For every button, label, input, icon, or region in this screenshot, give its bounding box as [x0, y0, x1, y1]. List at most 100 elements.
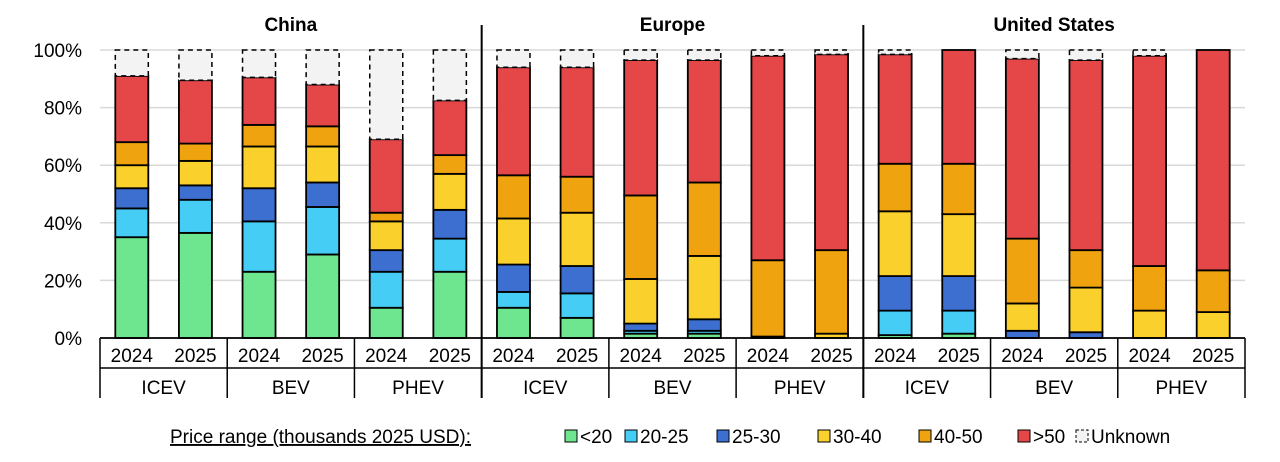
bar-segment-gt50 [623, 59, 659, 197]
bar-segment-lt20 [368, 306, 404, 339]
bar-segment-20_25 [305, 206, 341, 256]
bar-segment-30_40 [941, 213, 977, 277]
region-title: China [264, 15, 317, 36]
bar-segment-unknown [178, 49, 213, 81]
bar-segment-40_50 [305, 125, 341, 148]
bar-segment-25_30 [496, 263, 531, 293]
bar-segment-30_40 [1195, 311, 1231, 339]
bar-segment-unknown [241, 49, 277, 79]
bar-segment-30_40 [305, 145, 341, 184]
bar-segment-40_50 [750, 259, 786, 338]
y-tick-label: 40% [44, 214, 82, 235]
bar-segment-gt50 [305, 83, 341, 128]
bar-segment-unknown [369, 49, 404, 141]
powertrain-label: ICEV [523, 378, 568, 399]
bar-segment-unknown [496, 49, 531, 69]
legend-swatch-30_40 [817, 429, 831, 443]
bar-segment-20_25 [114, 207, 150, 239]
legend-label-gt50: >50 [1033, 427, 1065, 448]
bar-segment-unknown [114, 49, 150, 77]
bar-segment-40_50 [686, 181, 722, 257]
legend-swatch-25_30 [716, 429, 730, 443]
bar-segment-30_40 [1132, 309, 1167, 339]
bar-segment-25_30 [1004, 329, 1040, 339]
bar-segment-gt50 [1195, 49, 1231, 272]
bar-segment-25_30 [178, 184, 213, 201]
powertrain-label: PHEV [392, 378, 444, 399]
bar-segment-gt50 [814, 53, 849, 252]
legend-swatch-unknown [1075, 429, 1089, 443]
bar-segment-20_25 [368, 270, 404, 309]
powertrain-label: PHEV [1156, 378, 1208, 399]
bar-segment-gt50 [241, 76, 277, 126]
bar-segment-20_25 [178, 198, 213, 234]
bar-segment-gt50 [686, 59, 722, 184]
y-tick-label: 60% [44, 156, 82, 177]
bar-segment-25_30 [305, 181, 341, 208]
legend-label-40_50: 40-50 [934, 427, 983, 448]
bar-segment-gt50 [941, 49, 977, 165]
bar-segment-40_50 [877, 162, 913, 213]
bar-segment-gt50 [496, 66, 531, 177]
bar-segment-unknown [1132, 49, 1167, 57]
powertrain-label: PHEV [774, 378, 826, 399]
bar-segment-gt50 [559, 66, 595, 178]
bar-segment-20_25 [496, 291, 531, 309]
powertrain-label: BEV [1035, 378, 1073, 399]
bar-segment-25_30 [368, 249, 404, 273]
bar-segment-25_30 [432, 208, 468, 240]
bar-segment-25_30 [559, 265, 595, 295]
bar-segment-gt50 [877, 53, 913, 165]
year-label: 2024 [620, 346, 663, 367]
bar-segment-lt20 [178, 231, 213, 339]
bar-segment-lt20 [559, 316, 595, 339]
legend-swatch-gt50 [1017, 429, 1031, 443]
powertrain-label: BEV [272, 378, 310, 399]
bar-segment-30_40 [114, 164, 150, 190]
year-label: 2025 [1192, 346, 1234, 367]
bar-segment-gt50 [114, 75, 150, 144]
bar-segment-gt50 [1004, 57, 1040, 240]
bar-segment-30_40 [1068, 286, 1104, 334]
region-title: United States [993, 15, 1114, 36]
year-label: 2025 [810, 346, 852, 367]
bar-segment-unknown [432, 49, 468, 102]
bar-segment-gt50 [1132, 54, 1167, 267]
bar-segment-25_30 [686, 318, 722, 332]
year-label: 2025 [301, 346, 343, 367]
bar-segment-lt20 [432, 270, 468, 339]
year-label: 2025 [683, 346, 725, 367]
bar-segment-lt20 [496, 306, 531, 339]
bar-segment-gt50 [1068, 59, 1104, 252]
bar-segment-gt50 [750, 54, 786, 262]
bar-segment-40_50 [368, 211, 404, 223]
bar-segment-unknown [623, 49, 658, 61]
year-label: 2025 [938, 346, 980, 367]
bar-segment-unknown [1068, 49, 1104, 61]
year-label: 2024 [365, 346, 408, 367]
bar-segment-40_50 [241, 123, 277, 148]
y-tick-label: 100% [33, 41, 82, 62]
bar-segment-unknown [559, 49, 595, 69]
legend-swatch-lt20 [564, 429, 578, 443]
year-label: 2024 [111, 346, 154, 367]
bar-segment-25_30 [877, 275, 913, 312]
year-label: 2024 [238, 346, 281, 367]
bar-segment-unknown [305, 49, 340, 86]
powertrain-label: ICEV [905, 378, 950, 399]
bar-segment-30_40 [686, 255, 722, 321]
legend-label-20_25: 20-25 [640, 427, 689, 448]
powertrain-label: ICEV [141, 378, 186, 399]
bar-segment-25_30 [623, 322, 659, 332]
legend-label-25_30: 25-30 [732, 427, 781, 448]
bar-segment-20_25 [241, 220, 277, 273]
bar-segment-30_40 [1004, 302, 1040, 332]
bar-segment-40_50 [1195, 269, 1231, 313]
bar-segment-40_50 [114, 141, 150, 167]
bar-segment-30_40 [877, 210, 913, 277]
bar-segment-40_50 [623, 194, 659, 280]
bar-segment-40_50 [559, 175, 595, 214]
bar-segment-30_40 [559, 211, 595, 267]
